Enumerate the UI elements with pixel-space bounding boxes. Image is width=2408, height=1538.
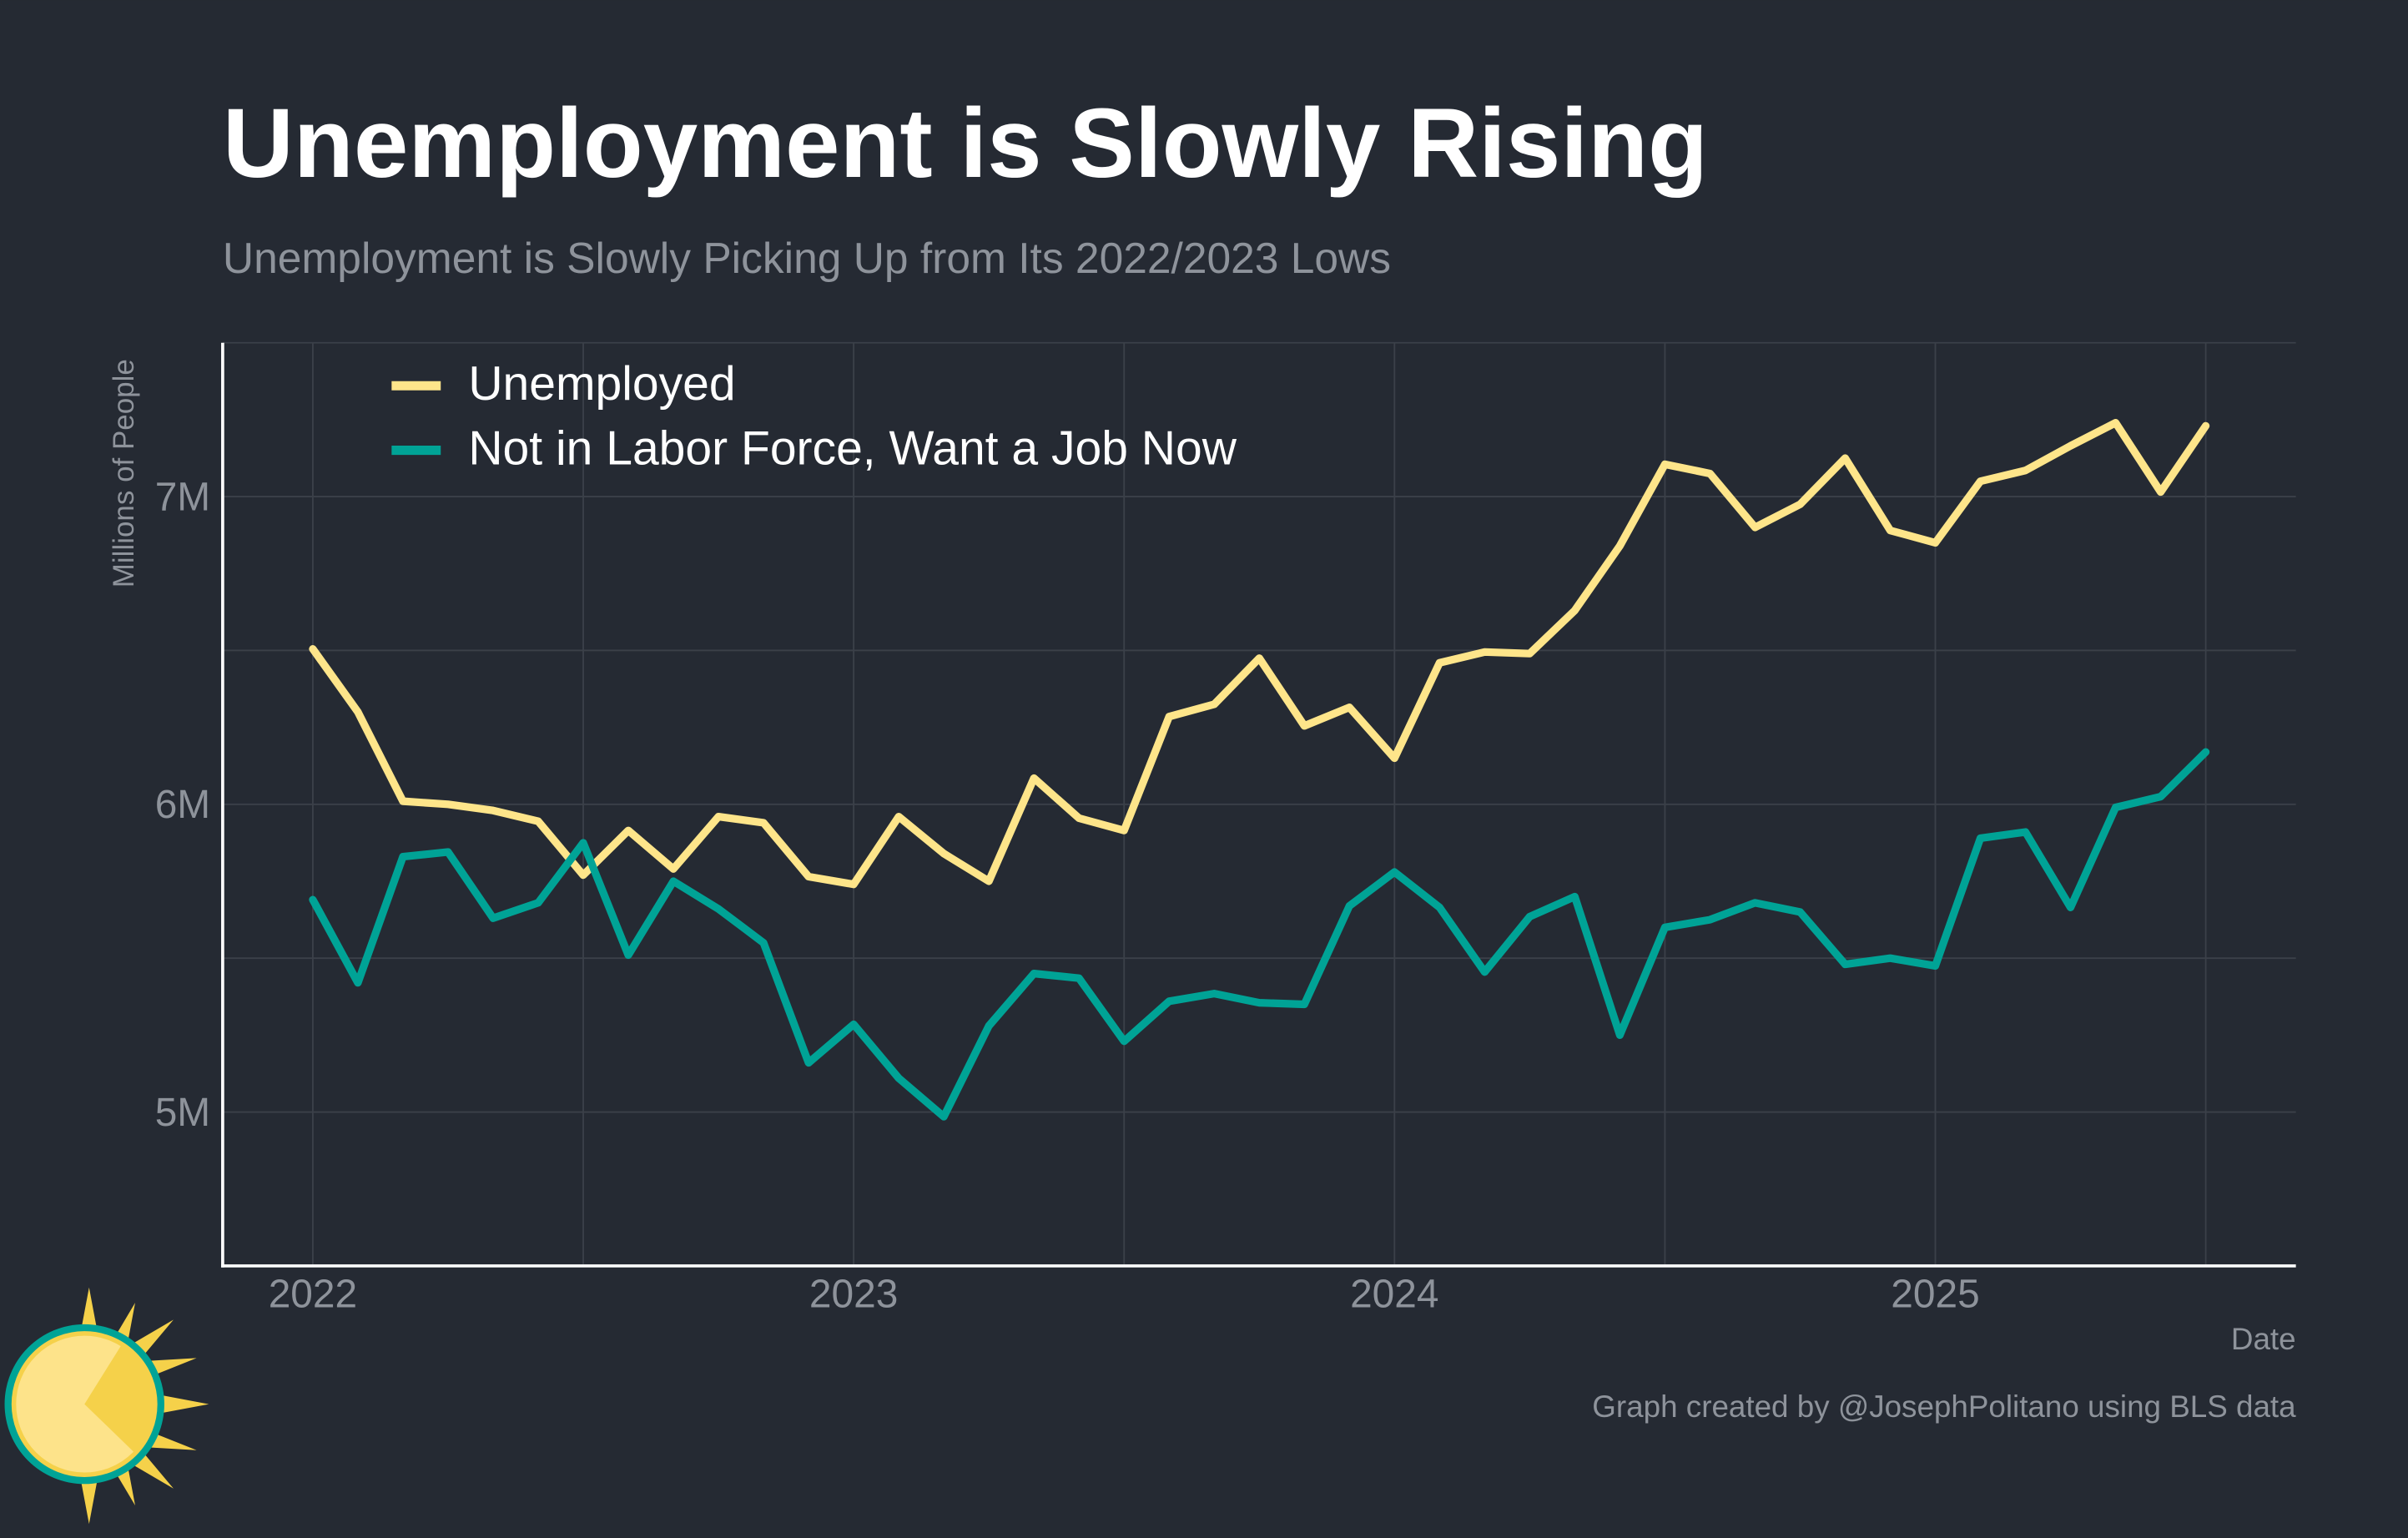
chart-title: Unemployment is Slowly Rising [223, 88, 1708, 198]
line-series [309, 419, 2210, 889]
x-axis-label: Date [2231, 1322, 2296, 1356]
y-tick-label: 6M [155, 783, 210, 827]
chart-subtitle: Unemployment is Slowly Picking Up from I… [223, 234, 1391, 282]
legend-label: Unemployed [468, 357, 735, 411]
credit: Graph created by @JosephPolitano using B… [1592, 1389, 2296, 1424]
x-tick-label: 2022 [269, 1272, 357, 1316]
x-tick-label: 2023 [809, 1272, 898, 1316]
y-tick-label: 5M [155, 1091, 210, 1135]
legend-label: Not in Labor Force, Want a Job Now [468, 422, 1237, 476]
y-axis-label: Millions of People [108, 359, 140, 587]
x-tick-label: 2025 [1891, 1272, 1979, 1316]
x-tick-label: 2024 [1350, 1272, 1438, 1316]
logo [4, 1287, 209, 1525]
y-tick-label: 7M [155, 475, 210, 519]
line-series [309, 748, 2210, 1121]
